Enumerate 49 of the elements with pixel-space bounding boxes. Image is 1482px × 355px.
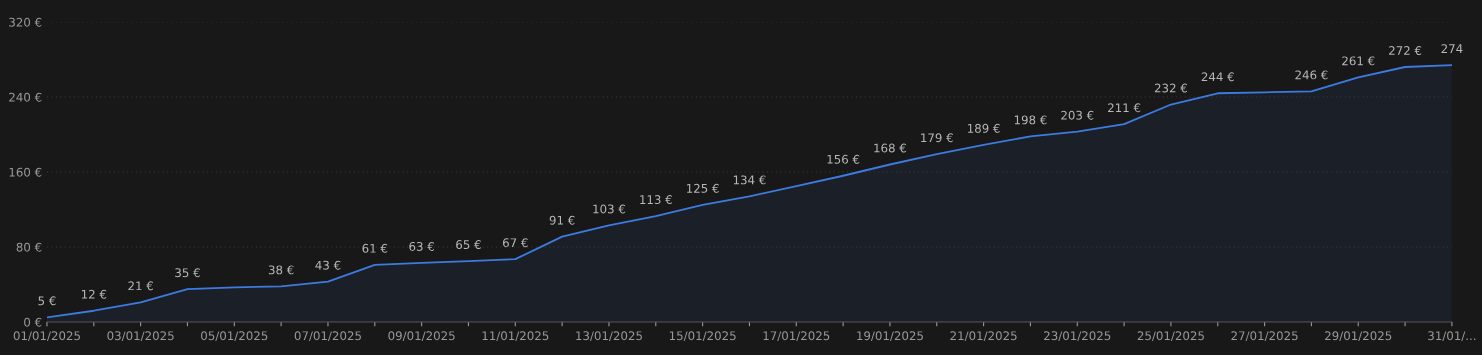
data-label: 35 € [175,268,200,278]
x-tick-label: 15/01/2025 [669,331,736,342]
data-label: 12 € [81,289,107,299]
y-tick-label: 320 € [9,17,42,27]
data-label: 168 € [874,143,907,153]
data-label: 274 [1441,44,1463,53]
y-tick-label: 160 € [9,167,42,177]
data-label: 261 € [1342,56,1375,66]
data-label: 134 € [733,175,766,185]
x-tick-label: 05/01/2025 [201,331,268,342]
data-label: 21 € [128,281,153,291]
data-label: 103 € [593,204,626,214]
x-tick-label: 01/01/2025 [13,331,80,342]
data-label: 246 € [1295,70,1328,80]
x-tick-label: 31/01/... [1428,331,1476,342]
data-label: 189 € [968,123,1000,133]
x-tick-label: 23/01/2025 [1044,331,1111,342]
x-tick-label: 07/01/2025 [294,331,361,342]
data-label: 67 € [502,238,528,248]
data-label: 203 € [1061,110,1094,120]
x-tick-label: 21/01/2025 [950,331,1017,342]
x-tick-label: 29/01/2025 [1325,331,1392,342]
x-tick-label: 13/01/2025 [576,331,642,342]
data-label: 198 € [1014,115,1047,125]
x-tick-label: 09/01/2025 [388,331,455,342]
data-label: 61 € [362,243,388,253]
data-label: 156 € [827,154,860,164]
data-label: 113 € [640,195,672,205]
data-label: 5 € [38,296,56,306]
data-label: 43 € [315,260,341,270]
data-label: 272 € [1389,46,1422,55]
y-tick-label: 80 € [16,242,42,252]
x-tick-label: 27/01/2025 [1231,331,1298,342]
x-tick-label: 03/01/2025 [107,331,174,342]
data-label: 125 € [687,183,719,193]
y-tick-label: 240 € [9,92,42,102]
data-label: 244 € [1201,72,1234,82]
data-label: 38 € [268,265,294,275]
data-label: 65 € [456,240,481,250]
y-tick-label: 0 € [24,317,42,327]
x-tick-label: 25/01/2025 [1137,331,1204,342]
x-tick-label: 19/01/2025 [857,331,923,342]
x-tick-label: 17/01/2025 [763,331,830,342]
data-label: 63 € [409,241,434,251]
data-label: 91 € [549,215,575,225]
x-tick-label: 11/01/2025 [482,331,549,342]
data-label: 179 € [921,133,953,143]
data-label: 211 € [1108,103,1141,113]
data-label: 232 € [1154,83,1188,93]
